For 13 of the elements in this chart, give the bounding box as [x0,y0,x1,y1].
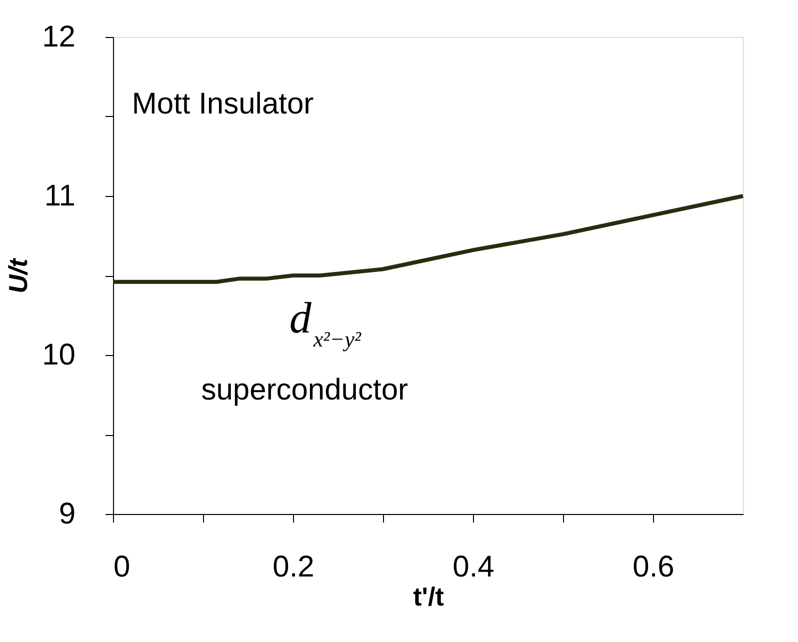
y-tick-label: 9 [58,498,76,530]
x-axis-title: t'/t [413,582,444,612]
y-tick-label: 10 [42,338,76,372]
x-tick-label: 0.4 [452,550,494,584]
x-tick-label: 0.2 [272,550,314,584]
y-axis-title: U/t [3,257,34,294]
annotation: superconductor [201,374,408,407]
x-tick-label: 0 [114,550,130,584]
line-series [111,194,745,284]
annotation: Mott Insulator [132,87,314,120]
y-tick-label: 12 [42,20,76,54]
y-tick-label: 11 [44,180,76,212]
x-tick-label: 0.6 [632,550,674,584]
